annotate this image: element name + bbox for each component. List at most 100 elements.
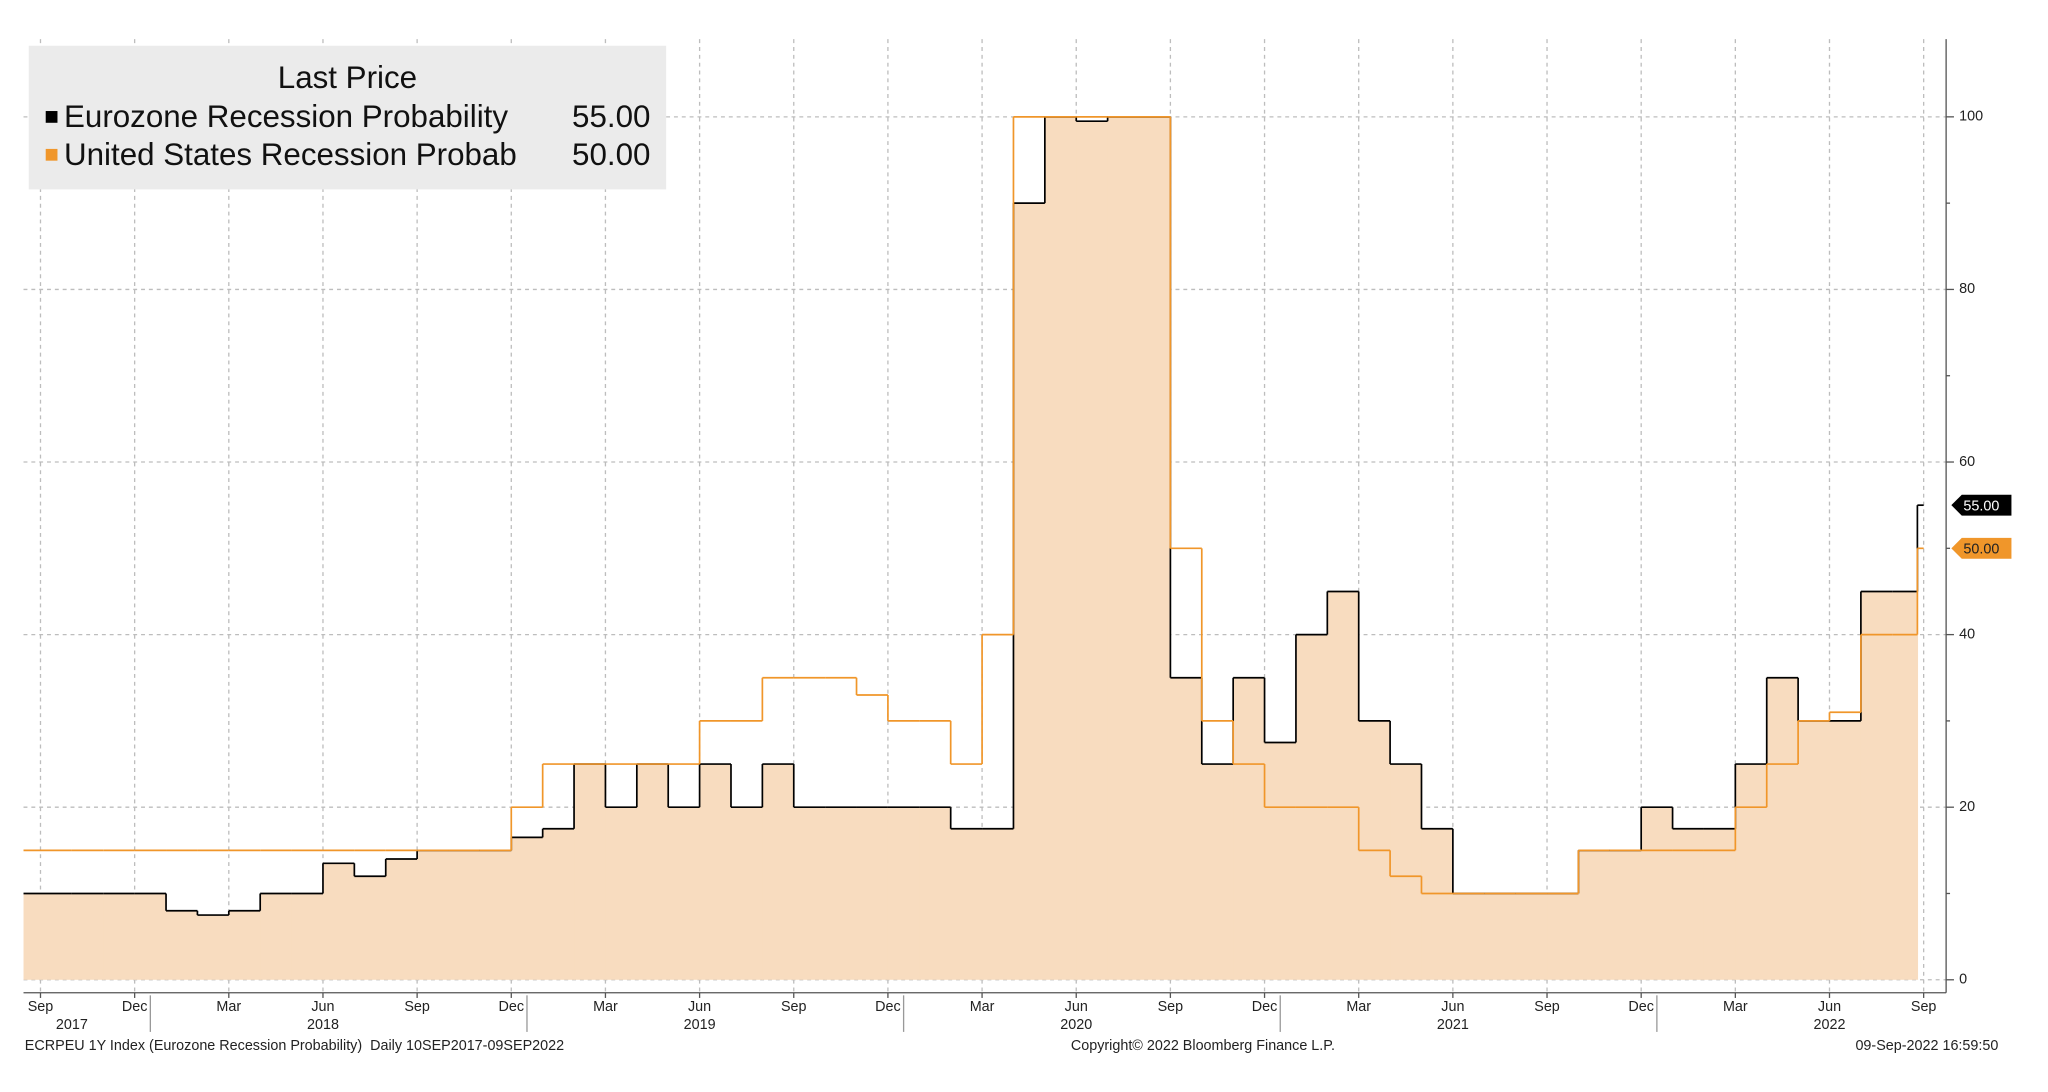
- area-fill: [260, 893, 293, 980]
- area-fill: [1452, 893, 1485, 980]
- area-fill: [385, 858, 418, 980]
- area-fill: [542, 828, 575, 980]
- legend-label: United States Recession Probab: [64, 137, 517, 172]
- area-fill: [1672, 828, 1705, 980]
- area-fill: [322, 863, 356, 980]
- area-fill: [23, 893, 73, 980]
- area-fill: [134, 893, 167, 980]
- x-tick-label: Jun: [1441, 999, 1464, 1015]
- last-value-tag: [1951, 494, 2012, 516]
- footer-center: Copyright© 2022 Bloomberg Finance L.P.: [1071, 1038, 1335, 1054]
- area-fill: [1829, 720, 1862, 980]
- x-tick-label: Jun: [1065, 999, 1088, 1015]
- area-fill: [103, 893, 136, 980]
- x-tick-label: Sep: [1911, 999, 1937, 1015]
- y-tick-label: 20: [1959, 799, 1975, 815]
- area-fill: [228, 910, 261, 980]
- x-tick-label: Jun: [311, 999, 334, 1015]
- area-fill: [1013, 203, 1046, 980]
- last-value-label: 50.00: [1963, 541, 1999, 557]
- area-fill: [448, 850, 481, 980]
- legend-value: 55.00: [572, 99, 650, 134]
- year-label: 2021: [1437, 1017, 1469, 1033]
- year-label: 2022: [1814, 1017, 1846, 1033]
- x-tick-label: Dec: [1252, 999, 1278, 1015]
- x-tick-label: Jun: [688, 999, 711, 1015]
- area-fill: [354, 876, 387, 980]
- area-fill: [950, 828, 983, 980]
- area-fill: [1327, 591, 1360, 980]
- footer-left: ECRPEU 1Y Index (Eurozone Recession Prob…: [25, 1038, 564, 1054]
- x-tick-label: Jun: [1818, 999, 1841, 1015]
- x-tick-label: Sep: [1158, 999, 1184, 1015]
- area-fill: [699, 764, 732, 980]
- year-label: 2017: [56, 1017, 88, 1033]
- area-fill: [730, 807, 764, 980]
- area-fill: [1264, 742, 1297, 980]
- x-tick-label: Dec: [499, 999, 525, 1015]
- x-tick-label: Sep: [781, 999, 807, 1015]
- area-fill: [1703, 828, 1736, 980]
- y-tick-label: 40: [1959, 626, 1975, 642]
- area-fill: [1233, 677, 1266, 980]
- area-fill: [1201, 764, 1234, 980]
- area-fill: [291, 893, 324, 980]
- area-fill: [479, 850, 512, 980]
- x-tick-label: Sep: [28, 999, 54, 1015]
- area-fill: [1578, 850, 1611, 980]
- area-fill: [636, 764, 669, 980]
- x-tick-label: Mar: [1723, 999, 1748, 1015]
- last-value-label: 55.00: [1963, 498, 1999, 514]
- year-label: 2020: [1060, 1017, 1092, 1033]
- area-fill: [856, 807, 889, 980]
- area-fill: [793, 807, 826, 980]
- area-fill: [1044, 116, 1077, 980]
- last-value-tag: [1951, 537, 2012, 559]
- area-fill: [919, 807, 952, 980]
- x-tick-label: Sep: [404, 999, 430, 1015]
- area-fill: [1107, 116, 1140, 980]
- legend-box: [28, 45, 667, 190]
- area-fill: [1515, 893, 1548, 980]
- y-tick-label: 80: [1959, 281, 1975, 297]
- area-fill: [1547, 893, 1580, 980]
- x-tick-label: Mar: [216, 999, 241, 1015]
- area-fill: [1798, 720, 1831, 980]
- x-tick-label: Mar: [1346, 999, 1371, 1015]
- area-fill: [825, 807, 858, 980]
- area-fill: [605, 807, 638, 980]
- legend-value: 50.00: [572, 137, 650, 172]
- legend-marker: [45, 148, 58, 161]
- area-fill: [1390, 764, 1423, 980]
- area-fill: [762, 764, 795, 980]
- y-tick-label: 0: [1959, 972, 1967, 988]
- x-tick-label: Sep: [1534, 999, 1560, 1015]
- area-fill: [1139, 116, 1172, 980]
- x-tick-label: Dec: [875, 999, 901, 1015]
- legend-marker: [45, 111, 58, 123]
- area-fill: [1421, 828, 1454, 980]
- area-fill: [1076, 121, 1109, 980]
- x-tick-label: Dec: [122, 999, 148, 1015]
- area-fill: [887, 807, 920, 980]
- area-fill: [982, 828, 1015, 980]
- y-tick-label: 60: [1959, 454, 1975, 470]
- x-tick-label: Dec: [1628, 999, 1654, 1015]
- year-label: 2019: [684, 1017, 716, 1033]
- area-fill: [166, 910, 199, 980]
- area-fill: [417, 850, 450, 980]
- area-fill: [574, 764, 607, 980]
- area-fill: [668, 807, 701, 980]
- area-fill: [1609, 850, 1642, 980]
- area-fill: [197, 915, 230, 980]
- year-label: 2018: [307, 1017, 339, 1033]
- legend-title: Last Price: [278, 60, 417, 95]
- area-fill: [1641, 807, 1674, 980]
- x-tick-label: Mar: [970, 999, 995, 1015]
- y-tick-label: 100: [1959, 109, 1983, 125]
- area-fill: [1766, 677, 1799, 980]
- footer-right: 09-Sep-2022 16:59:50: [1855, 1038, 1998, 1054]
- area-fill: [1892, 591, 1919, 980]
